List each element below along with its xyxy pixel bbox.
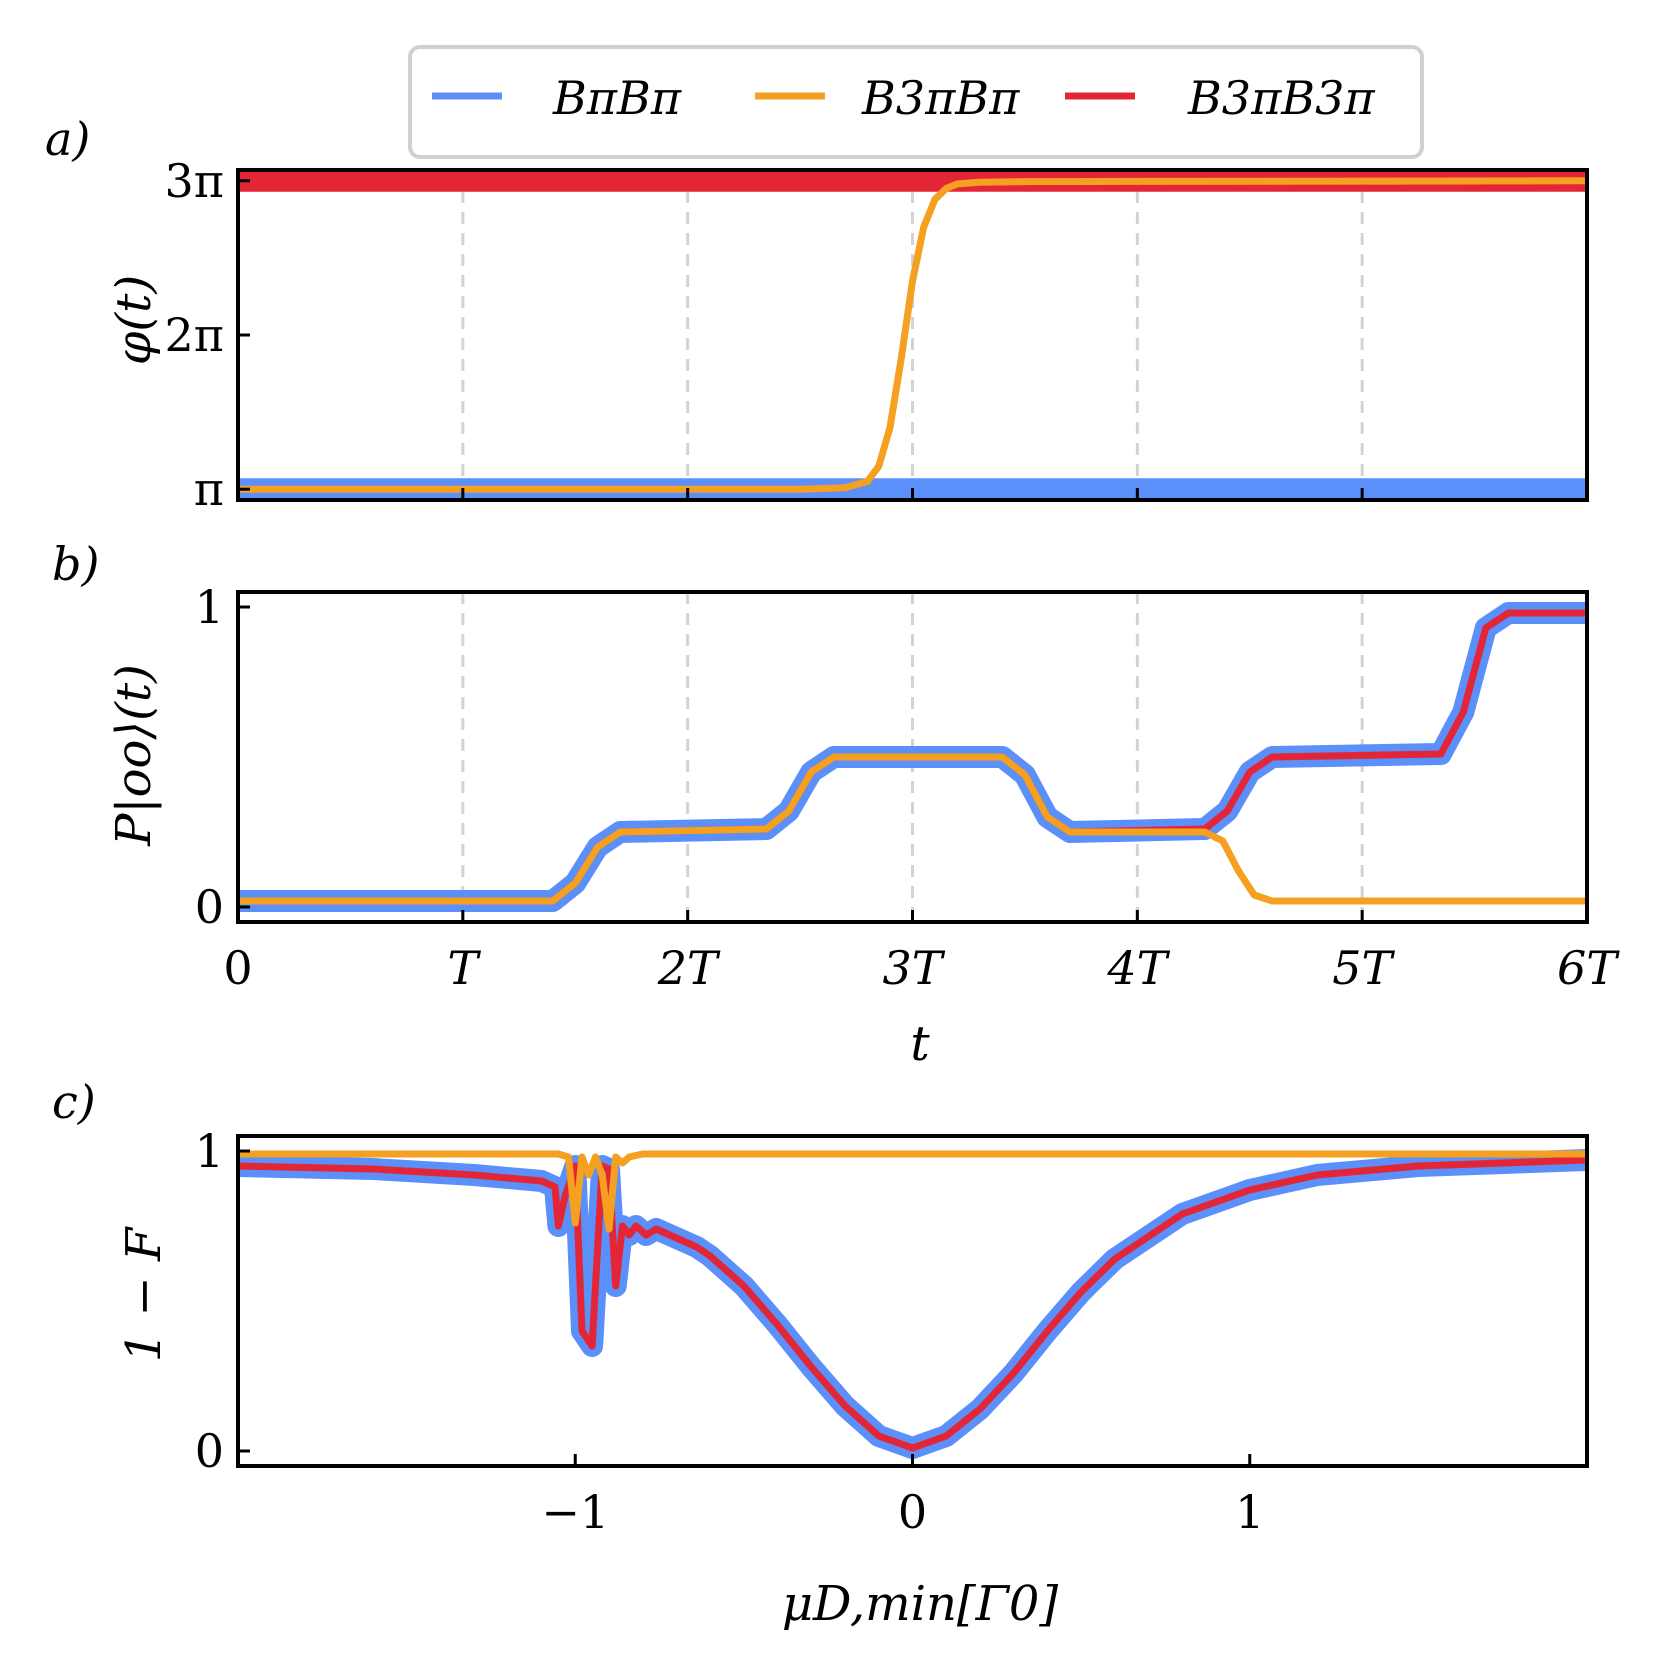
panel-a-label: a) bbox=[45, 112, 90, 166]
panel-b-series-2 bbox=[238, 753, 1587, 905]
legend: BπBπ B3πBπ B3πB3π bbox=[408, 45, 1424, 159]
panel-c-series-1 bbox=[238, 1156, 1587, 1452]
panel-c-xtick-label-0: −1 bbox=[541, 1485, 609, 1539]
panel-b-xtick-label-4: 4T bbox=[1106, 941, 1170, 995]
legend-label-2: B3πB3π bbox=[1187, 71, 1375, 125]
panel-a-ytick-label-0: π bbox=[194, 462, 224, 516]
panel-c-ylabel: 1 − F bbox=[116, 1226, 172, 1362]
panel-c-frame bbox=[236, 1134, 1589, 1468]
panel-b-xtick-label-2: 2T bbox=[657, 941, 721, 995]
panel-a-ylabel: φ(t) bbox=[106, 275, 162, 365]
panel-c-label: c) bbox=[52, 1075, 96, 1129]
panel-c-xtick-label-1: 0 bbox=[898, 1485, 927, 1539]
panel-c: c) 1 − F μD,min[Γ0] −1 0 1 0 1 bbox=[52, 1075, 1589, 1632]
panel-b-xtick-label-1: T bbox=[447, 941, 481, 995]
panel-b-ytick-label-0: 0 bbox=[195, 880, 224, 934]
panel-a-ytick-label-2: 3π bbox=[165, 154, 225, 208]
panel-b-xtick-label-5: 5T bbox=[1332, 941, 1395, 995]
panel-b-label: b) bbox=[52, 537, 99, 591]
panel-c-xlabel: μD,min[Γ0] bbox=[782, 1576, 1059, 1632]
panel-b-xlabel: t bbox=[910, 1016, 930, 1072]
panel-b-ylabel: P|oo⟩(t) bbox=[106, 664, 162, 847]
panel-b-xtick-label-3: 3T bbox=[883, 941, 946, 995]
panel-b-ytick-label-1: 1 bbox=[195, 580, 224, 634]
panel-c-series-2 bbox=[238, 1150, 1587, 1233]
legend-label-1: B3πBπ bbox=[861, 71, 1020, 125]
panel-c-ytick-label-0: 0 bbox=[195, 1424, 224, 1478]
panel-a-series-2 bbox=[238, 177, 1587, 493]
panel-a: a) φ(t) π 2π 3π bbox=[45, 112, 1589, 516]
panel-c-ytick-label-1: 1 bbox=[195, 1124, 224, 1178]
panel-c-series-0 bbox=[238, 1149, 1587, 1459]
panel-b: b) P|oo⟩(t) t 0 T 2T 3T 4T 5T 6T 0 1 bbox=[52, 537, 1620, 1072]
panel-a-ytick-label-1: 2π bbox=[165, 308, 225, 362]
legend-frame bbox=[408, 45, 1424, 159]
panel-c-xtick-label-2: 1 bbox=[1235, 1485, 1264, 1539]
legend-label-0: BπBπ bbox=[552, 71, 682, 125]
panel-b-xtick-label-0: 0 bbox=[223, 941, 252, 995]
panel-b-xtick-label-6: 6T bbox=[1557, 941, 1620, 995]
